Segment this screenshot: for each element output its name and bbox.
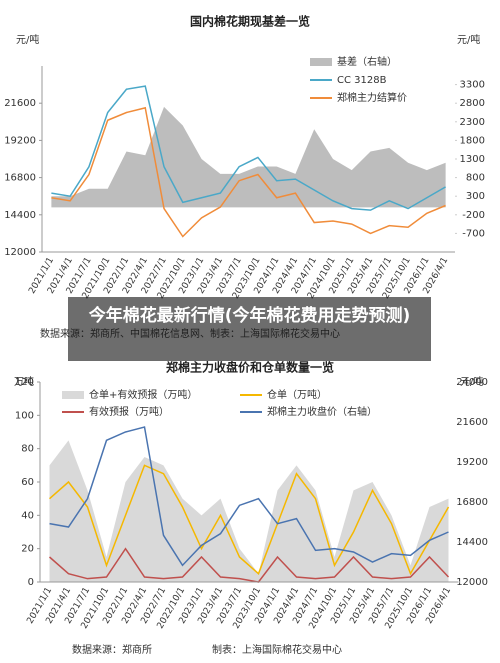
- legend-label: CC 3128B: [337, 75, 387, 86]
- y2-axis-label: 元/吨: [457, 33, 480, 46]
- overlay-title: 今年棉花最新行情(今年棉花费用走势预测): [68, 297, 431, 361]
- y2-tick-label: 14400: [456, 537, 488, 548]
- y-axis-label: 元/吨: [16, 33, 39, 46]
- legend-label: 有效预报（万吨）: [89, 405, 169, 418]
- y-tick-label: 12000: [4, 247, 36, 258]
- y2-tick-label: 3300: [460, 80, 485, 91]
- legend-label: 仓单（万吨）: [267, 388, 327, 401]
- y-tick-label: 20: [21, 544, 34, 555]
- legend-label: 郑棉主力结算价: [337, 91, 407, 104]
- y2-tick-label: -700: [462, 228, 485, 239]
- y-tick-label: 40: [21, 510, 34, 521]
- y-tick-label: 120: [15, 377, 34, 388]
- y2-tick-label: 21600: [456, 417, 488, 428]
- y2-tick-label: 1300: [460, 154, 485, 165]
- y2-tick-label: 19200: [456, 457, 488, 468]
- y2-tick-label: 2800: [460, 98, 485, 109]
- y-tick-label: 0: [28, 577, 34, 588]
- y-axis-label: 万吨: [14, 375, 34, 388]
- legend-label: 仓单+有效预报（万吨）: [89, 388, 197, 401]
- y2-tick-label: 300: [466, 191, 485, 202]
- y2-tick-label: 12000: [456, 577, 488, 588]
- legend-label: 基差（右轴）: [337, 55, 397, 68]
- legend-label: 郑棉主力收盘价（右轴）: [267, 405, 377, 418]
- legend-swatch: [310, 58, 332, 66]
- y-tick-label: 19200: [4, 135, 36, 146]
- y-tick-label: 16800: [4, 173, 36, 184]
- line: [49, 464, 450, 576]
- y2-axis-label: 元/吨: [460, 375, 483, 388]
- chart-title: 郑棉主力收盘价和仓单数量一览: [166, 360, 334, 375]
- y-tick-label: 14400: [4, 210, 36, 221]
- line: [49, 426, 449, 567]
- y2-tick-label: -200: [462, 210, 485, 221]
- area: [51, 106, 446, 208]
- y2-tick-label: 16800: [456, 497, 488, 508]
- legend-swatch: [62, 391, 84, 399]
- line: [51, 106, 446, 238]
- y-tick-label: 80: [21, 444, 34, 455]
- area: [49, 440, 449, 582]
- line: [51, 85, 446, 211]
- y-tick-label: 21600: [4, 98, 36, 109]
- source-note: 数据来源：郑商所: [72, 643, 152, 656]
- y-tick-label: 100: [15, 410, 34, 421]
- chart-title: 国内棉花期现基差一览: [190, 14, 310, 29]
- source-note: 制表：上海国际棉花交易中心: [212, 643, 342, 656]
- y-tick-label: 60: [21, 477, 34, 488]
- y2-tick-label: 24000: [456, 377, 488, 388]
- y2-tick-label: 800: [466, 173, 485, 184]
- y2-tick-label: 2300: [460, 117, 485, 128]
- line: [49, 547, 450, 583]
- y2-tick-label: 1800: [460, 135, 485, 146]
